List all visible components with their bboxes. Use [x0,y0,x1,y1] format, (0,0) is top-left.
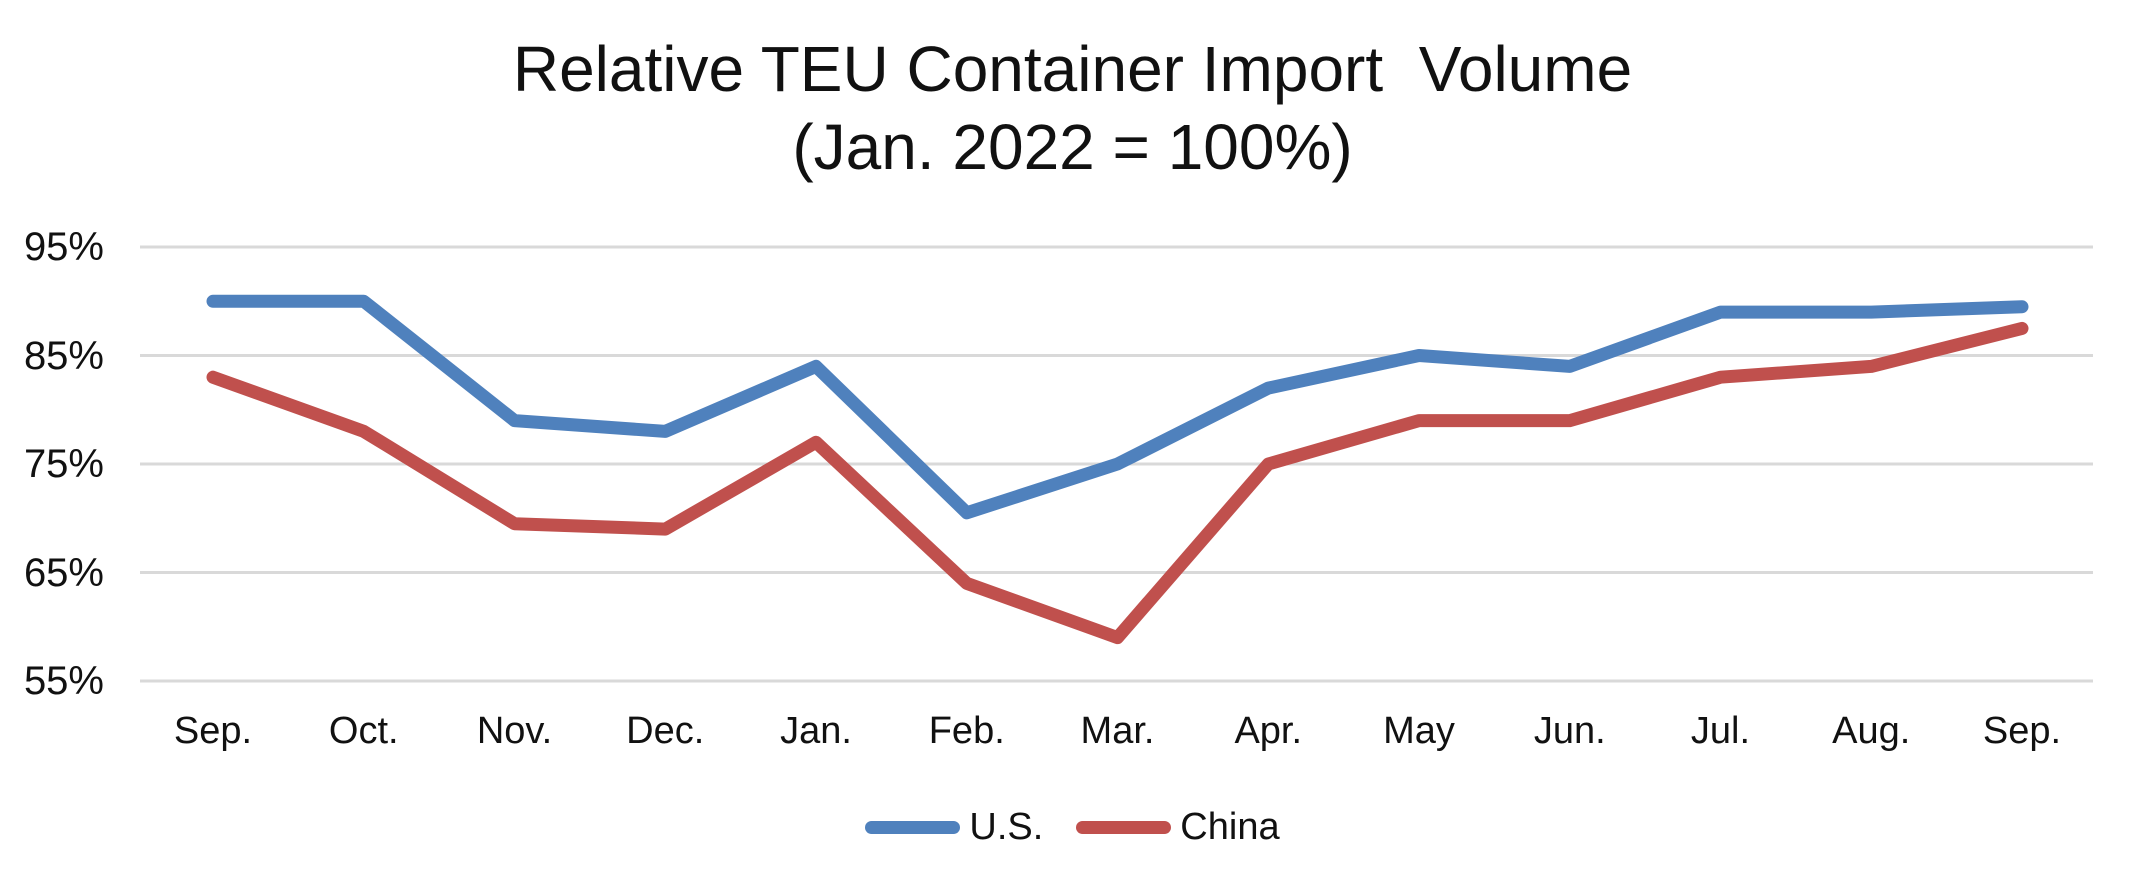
legend-swatch-china [1076,820,1172,834]
series-line-china [206,321,2029,645]
chart-title-line1: Relative TEU Container Import Volume [512,33,1633,105]
chart-title: Relative TEU Container Import Volume (Ja… [0,30,2145,186]
legend-item-us: U.S. [865,804,1043,850]
legend-swatch-us [865,820,961,834]
legend: U.S. China [0,804,2145,850]
chart-title-line2: (Jan. 2022 = 100%) [792,111,1353,183]
legend-label-china: China [1180,806,1280,848]
legend-item-china: China [1076,804,1280,850]
series-line-us [206,294,2029,520]
legend-label-us: U.S. [969,806,1044,848]
